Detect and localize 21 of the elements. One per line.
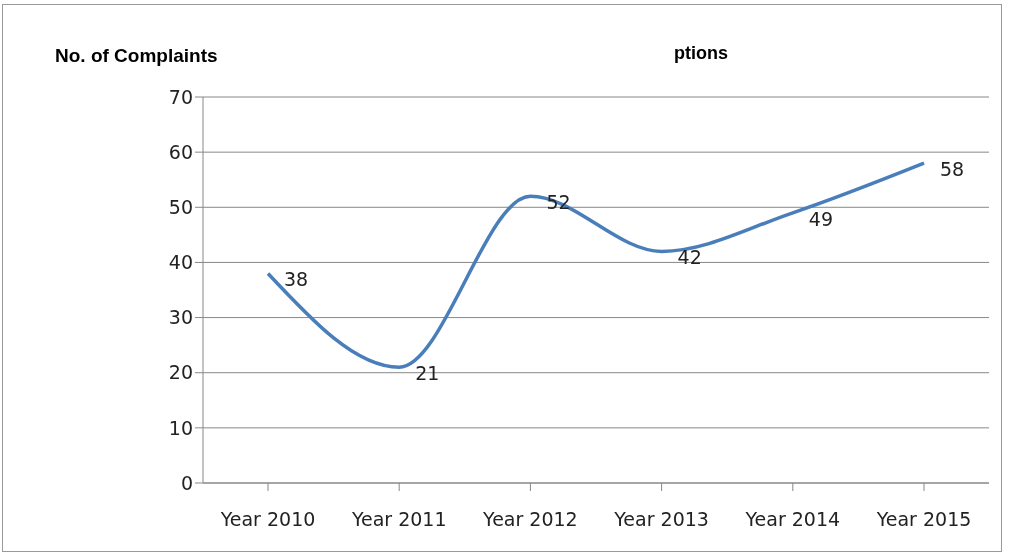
x-tick-label: Year 2014 [744, 508, 841, 531]
x-tick-label: Year 2012 [482, 508, 578, 531]
x-tick-label: Year 2011 [350, 508, 447, 531]
y-tick-label: 40 [168, 251, 193, 274]
data-label: 49 [808, 207, 833, 230]
data-label: 21 [415, 361, 440, 384]
y-tick-label: 70 [168, 85, 193, 108]
y-tick-label: 30 [168, 306, 193, 329]
y-tick-label: 50 [168, 196, 193, 219]
y-tick-label: 10 [168, 416, 193, 439]
data-label: 38 [284, 268, 309, 291]
y-tick-label: 20 [168, 361, 193, 384]
data-label: 42 [677, 246, 702, 269]
x-tick-label: Year 2015 [875, 508, 972, 531]
x-tick-label: Year 2010 [219, 508, 316, 531]
data-label: 58 [940, 157, 965, 180]
y-axis-title: No. of Complaints [55, 45, 218, 67]
y-tick-label: 60 [168, 140, 193, 163]
chart-title: ptions [673, 43, 728, 64]
y-tick-label: 0 [180, 471, 193, 494]
x-tick-label: Year 2013 [613, 508, 709, 531]
